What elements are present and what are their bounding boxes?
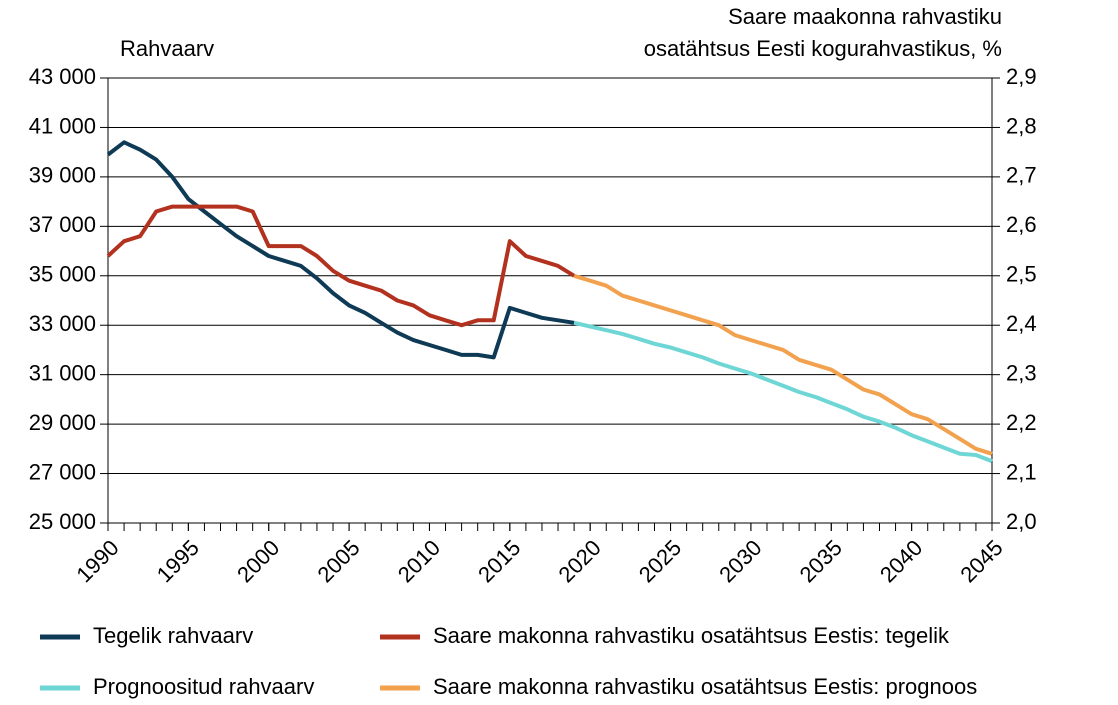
x-tick-label: 2035 bbox=[795, 535, 847, 587]
legend-label: Tegelik rahvaarv bbox=[93, 623, 253, 648]
series-line bbox=[106, 140, 575, 360]
y-tick-label: 39 000 bbox=[29, 163, 96, 188]
y-tick-label: 43 000 bbox=[29, 64, 96, 89]
y2-tick-label: 2,2 bbox=[1006, 410, 1037, 435]
legend-label: Saare makonna rahvastiku osatähtsus Eest… bbox=[433, 623, 950, 648]
y-tick-label: 25 000 bbox=[29, 509, 96, 534]
x-tick-label: 2025 bbox=[634, 535, 686, 587]
y-tick-label: 35 000 bbox=[29, 262, 96, 287]
y-tick-label: 37 000 bbox=[29, 212, 96, 237]
y-tick-label: 33 000 bbox=[29, 311, 96, 336]
y2-tick-label: 2,5 bbox=[1006, 262, 1037, 287]
series-line bbox=[573, 320, 993, 464]
x-tick-label: 2020 bbox=[554, 535, 606, 587]
y-axis-label: Rahvaarv bbox=[120, 36, 214, 61]
y2-tick-label: 2,0 bbox=[1006, 509, 1037, 534]
x-tick-label: 2045 bbox=[955, 535, 1007, 587]
x-tick-label: 2000 bbox=[232, 535, 284, 587]
y2-tick-label: 2,6 bbox=[1006, 212, 1037, 237]
y2-tick-label: 2,4 bbox=[1006, 311, 1037, 336]
series-line bbox=[106, 204, 576, 328]
x-tick-label: 2040 bbox=[875, 535, 927, 587]
x-tick-label: 2015 bbox=[473, 535, 525, 587]
y-tick-label: 41 000 bbox=[29, 113, 96, 138]
y2-axis-label: Saare maakonna rahvastiku bbox=[728, 4, 1002, 29]
legend-label: Saare makonna rahvastiku osatähtsus Eest… bbox=[433, 674, 977, 699]
y-tick-label: 31 000 bbox=[29, 360, 96, 385]
x-tick-label: 2005 bbox=[312, 535, 364, 587]
y-tick-label: 27 000 bbox=[29, 459, 96, 484]
x-tick-label: 2030 bbox=[714, 535, 766, 587]
series-line bbox=[573, 273, 993, 456]
y2-tick-label: 2,1 bbox=[1006, 459, 1037, 484]
y2-tick-label: 2,7 bbox=[1006, 163, 1037, 188]
y2-tick-label: 2,8 bbox=[1006, 113, 1037, 138]
x-tick-label: 1990 bbox=[71, 535, 123, 587]
x-tick-label: 2010 bbox=[393, 535, 445, 587]
y2-tick-label: 2,9 bbox=[1006, 64, 1037, 89]
y-tick-label: 29 000 bbox=[29, 410, 96, 435]
y2-tick-label: 2,3 bbox=[1006, 360, 1037, 385]
x-tick-label: 1995 bbox=[152, 535, 204, 587]
y2-axis-label: osatähtsus Eesti kogurahvastikus, % bbox=[644, 36, 1002, 61]
legend-label: Prognoositud rahvaarv bbox=[93, 674, 314, 699]
